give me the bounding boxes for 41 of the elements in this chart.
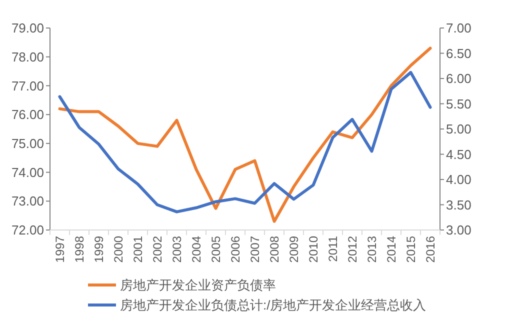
x-tick-label: 2005 bbox=[208, 236, 223, 263]
x-tick-label: 2006 bbox=[228, 236, 242, 263]
x-tick-label: 2010 bbox=[306, 236, 320, 263]
legend-label: 房地产开发企业资产负债率 bbox=[120, 278, 276, 293]
x-tick-label: 2007 bbox=[248, 236, 262, 263]
y2-tick-label: 3.00 bbox=[446, 222, 472, 238]
x-tick-label: 2014 bbox=[384, 236, 398, 263]
x-tick-label: 1999 bbox=[92, 236, 106, 263]
y2-tick-label: 4.00 bbox=[446, 172, 472, 188]
y-tick-label: 79.00 bbox=[11, 20, 44, 36]
y-tick-label: 74.00 bbox=[11, 164, 44, 180]
legend-label: 房地产开发企业负债总计:/房地产开发企业经营总收入 bbox=[120, 298, 426, 313]
y2-tick-label: 3.50 bbox=[446, 197, 472, 212]
x-tick-label: 2011 bbox=[326, 236, 340, 262]
x-tick-label: 2000 bbox=[111, 236, 126, 263]
line-series bbox=[58, 70, 432, 214]
x-tick-label: 2013 bbox=[364, 236, 379, 263]
x-tick-label: 2008 bbox=[267, 236, 282, 263]
x-tick-label: 2016 bbox=[423, 236, 438, 263]
y-tick-label: 75.00 bbox=[11, 136, 44, 151]
y-tick-label: 76.00 bbox=[11, 107, 44, 122]
y2-tick-label: 7.00 bbox=[446, 20, 472, 36]
x-tick-label: 2001 bbox=[130, 236, 145, 263]
y-tick-label: 72.00 bbox=[11, 222, 44, 238]
y2-tick-label: 5.50 bbox=[446, 96, 472, 112]
y2-tick-label: 4.50 bbox=[446, 146, 472, 162]
x-tick-label: 2003 bbox=[170, 236, 184, 263]
x-tick-label: 2004 bbox=[189, 236, 204, 263]
x-tick-label: 2012 bbox=[345, 236, 360, 263]
y2-tick-label: 5.00 bbox=[446, 122, 472, 137]
x-tick-label: 1997 bbox=[52, 236, 67, 263]
y2-tick-label: 6.50 bbox=[446, 46, 472, 61]
y-tick-label: 73.00 bbox=[11, 194, 44, 209]
line-series bbox=[58, 46, 432, 223]
y-tick-label: 78.00 bbox=[11, 49, 44, 64]
y-tick-label: 77.00 bbox=[11, 78, 44, 94]
x-tick-label: 2009 bbox=[286, 236, 301, 263]
x-tick-label: 1998 bbox=[72, 236, 86, 263]
y2-tick-label: 6.00 bbox=[446, 71, 472, 86]
x-tick-label: 2015 bbox=[404, 236, 418, 263]
x-tick-label: 2002 bbox=[150, 236, 164, 263]
